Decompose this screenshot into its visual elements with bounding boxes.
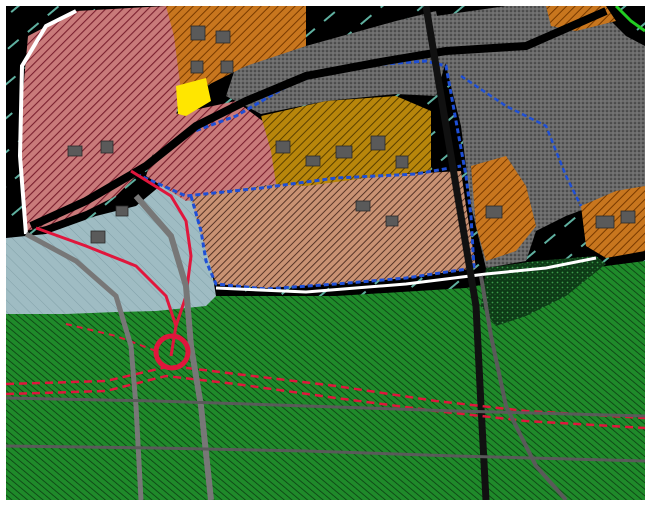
planning-boundary-east — [460, 74, 583, 207]
commercial-zone-east[interactable] — [471, 156, 536, 261]
gray-road-curve-2 — [24, 231, 144, 500]
water-area[interactable] — [6, 181, 216, 314]
ochre-zone[interactable] — [261, 96, 431, 186]
planned-road-dashed-1 — [6, 364, 645, 420]
gray-road-3 — [479, 275, 568, 500]
road-white-south — [215, 256, 597, 294]
yellow-zone[interactable] — [176, 78, 211, 116]
planned-road-dashed-3 — [65, 323, 157, 352]
gray-road-5 — [6, 396, 645, 418]
road-red-outline — [35, 226, 178, 357]
main-road-north-south — [422, 6, 490, 500]
mixed-use-zone[interactable] — [191, 171, 476, 288]
green-boundary-line — [614, 6, 645, 33]
road-white-west — [17, 9, 77, 235]
main-road-diagonal — [29, 7, 608, 230]
roundabout[interactable] — [153, 333, 191, 371]
planning-boundary-west — [189, 195, 475, 291]
zoning-map[interactable] — [6, 6, 645, 500]
building-footprints — [67, 25, 636, 244]
residential-zone-west[interactable] — [20, 6, 181, 231]
gray-road-curve-1 — [133, 194, 214, 500]
planning-boundary-north — [180, 59, 476, 269]
forest-zone[interactable] — [481, 256, 606, 326]
gray-road-4 — [6, 444, 645, 463]
